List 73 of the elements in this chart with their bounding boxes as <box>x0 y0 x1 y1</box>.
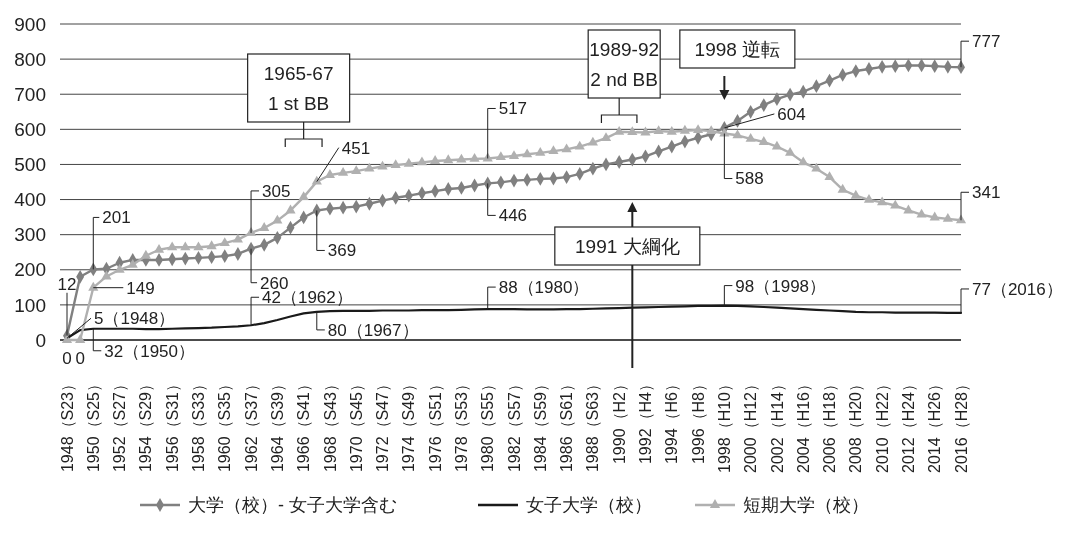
x-tick-label: 1990（H2） <box>610 376 628 465</box>
x-tick-label: 1988（S63） <box>584 376 602 473</box>
x-tick-label: 1948（S23） <box>58 376 76 473</box>
data-label: 80（1967） <box>327 320 419 340</box>
x-tick-label: 2016（H28） <box>952 376 970 473</box>
x-tick-label: 2008（H20） <box>847 376 865 473</box>
x-tick-label: 1956（S31） <box>163 376 181 473</box>
data-label: 588 <box>735 169 764 189</box>
x-tick-label: 1964（S39） <box>268 376 286 473</box>
y-tick-label: 600 <box>14 118 46 140</box>
data-label: 12 <box>57 274 77 294</box>
x-tick-label: 2002（H14） <box>768 376 786 473</box>
data-label: 341 <box>972 183 1001 203</box>
data-label: 305 <box>262 181 291 201</box>
x-tick-label: 1998（H10） <box>715 376 733 473</box>
y-tick-label: 500 <box>14 154 46 176</box>
data-label: 0 <box>62 348 72 368</box>
legend-label: 短期大学（校） <box>743 495 869 516</box>
data-label: 5（1948） <box>94 309 176 329</box>
x-tick-label: 2012（H24） <box>900 376 918 473</box>
x-tick-label: 1994（H6） <box>663 376 681 465</box>
x-tick-label: 2004（H16） <box>794 376 812 473</box>
x-tick-label: 1970（S45） <box>347 376 365 473</box>
x-tick-label: 1952（S27） <box>111 376 129 473</box>
annotation: 1991 大綱化 <box>575 235 680 257</box>
data-label: 201 <box>102 208 131 228</box>
legend-label: 女子大学（校） <box>526 495 652 516</box>
x-tick-label: 1954（S29） <box>137 376 155 473</box>
x-tick-label: 1996（H8） <box>689 376 707 465</box>
x-tick-label: 2010（H22） <box>873 376 891 473</box>
x-tick-label: 1982（S57） <box>505 376 523 473</box>
x-tick-label: 2000（H12） <box>742 376 760 473</box>
y-tick-label: 300 <box>14 224 46 246</box>
data-label: 0 <box>75 348 85 368</box>
legend-label: 大学（校）- 女子大学含む <box>188 495 397 516</box>
x-tick-label: 1976（S51） <box>426 376 444 473</box>
x-tick-label: 1950（S25） <box>84 376 102 473</box>
data-label: 369 <box>327 241 357 261</box>
data-label: 777 <box>972 32 1001 52</box>
y-tick-label: 900 <box>14 13 46 35</box>
y-tick-label: 400 <box>14 189 46 211</box>
data-label: 98（1998） <box>735 276 827 296</box>
x-tick-label: 1966（S41） <box>295 376 313 473</box>
data-label: 88（1980） <box>498 278 590 298</box>
annotation: 1989-92 2 nd BB <box>589 38 660 90</box>
annotation: 1965-67 1 st BB <box>263 62 334 114</box>
x-tick-label: 1992（H4） <box>637 376 655 465</box>
data-label: 42（1962） <box>262 288 353 308</box>
x-tick-label: 1978（S53） <box>453 376 471 473</box>
x-tick-label: 2006（H18） <box>821 376 839 473</box>
data-label: 604 <box>777 104 806 124</box>
y-tick-label: 0 <box>35 329 46 351</box>
x-tick-label: 1960（S35） <box>216 376 234 473</box>
data-label: 517 <box>498 99 528 119</box>
x-tick-label: 1980（S55） <box>479 376 497 473</box>
data-label: 32（1950） <box>104 341 196 361</box>
data-label: 451 <box>341 138 371 158</box>
x-tick-label: 1984（S59） <box>531 376 549 473</box>
x-tick-label: 1974（S49） <box>400 376 418 473</box>
data-label: 149 <box>126 278 155 298</box>
x-tick-label: 1958（S33） <box>190 376 208 473</box>
y-tick-label: 700 <box>14 83 46 105</box>
x-tick-label: 1968（S43） <box>321 376 339 473</box>
data-label: 446 <box>498 206 528 226</box>
x-tick-label: 2014（H26） <box>926 376 944 473</box>
x-tick-label: 1962（S37） <box>242 376 260 473</box>
x-tick-label: 1986（S61） <box>558 376 576 473</box>
data-label: 77（2016） <box>972 279 1063 299</box>
y-tick-label: 200 <box>14 259 46 281</box>
annotation: 1998 逆転 <box>694 38 781 60</box>
y-tick-label: 800 <box>14 48 46 70</box>
y-tick-label: 100 <box>14 294 46 316</box>
x-tick-label: 1972（S47） <box>374 376 392 473</box>
